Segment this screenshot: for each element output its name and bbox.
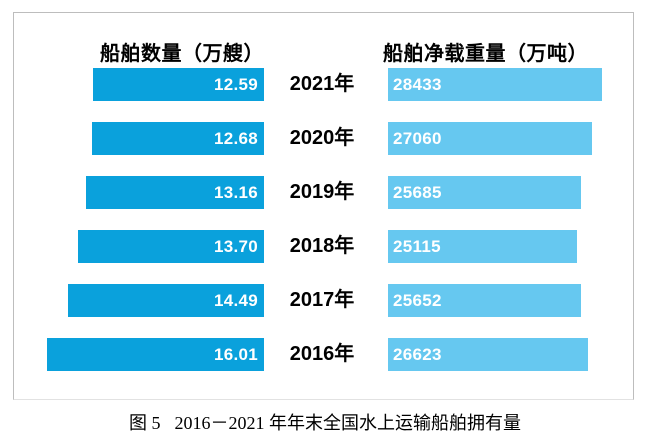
year-label: 2018年 — [289, 235, 355, 257]
figure-caption: 图 5 2016－2021 年年末全国水上运输船舶拥有量 — [0, 409, 650, 435]
left-bar-value: 16.01 — [213, 345, 258, 364]
right-bar-value: 25115 — [393, 237, 441, 256]
chart-row: 12.68 2020年 27060 — [14, 122, 633, 155]
chart-row: 12.59 2021年 28433 — [14, 68, 633, 101]
left-bar: 12.59 — [93, 68, 264, 101]
chart-panel: 船舶数量（万艘） 船舶净载重量（万吨） 12.59 2021年 28433 12… — [13, 12, 634, 400]
left-bar: 13.70 — [78, 230, 264, 263]
year-label: 2021年 — [289, 73, 355, 95]
right-bar-value: 25685 — [393, 183, 442, 202]
figure-number: 图 5 — [129, 413, 161, 433]
right-bar: 28433 — [388, 68, 602, 101]
left-bar-value: 13.16 — [213, 183, 258, 202]
right-bar: 27060 — [388, 122, 592, 155]
left-bar: 13.16 — [85, 176, 264, 209]
right-bar-value: 27060 — [393, 129, 442, 148]
right-bar: 25115 — [388, 230, 577, 263]
left-bar-value: 14.49 — [213, 291, 258, 310]
year-label: 2020年 — [289, 127, 355, 149]
left-bar: 12.68 — [92, 122, 264, 155]
left-series-header: 船舶数量（万艘） — [100, 43, 264, 65]
left-bar-value: 12.59 — [213, 75, 258, 94]
right-bar-value: 25652 — [393, 291, 442, 310]
figure-title: 2016－2021 年年末全国水上运输船舶拥有量 — [174, 413, 522, 433]
year-label: 2016年 — [289, 343, 355, 365]
chart-row: 16.01 2016年 26623 — [14, 338, 633, 371]
chart-row: 13.16 2019年 25685 — [14, 176, 633, 209]
chart-row: 13.70 2018年 25115 — [14, 230, 633, 263]
year-label: 2017年 — [289, 289, 355, 311]
right-bar: 26623 — [388, 338, 589, 371]
left-bar-value: 12.68 — [213, 129, 258, 148]
chart-row: 14.49 2017年 25652 — [14, 284, 633, 317]
left-bar-value: 13.70 — [213, 237, 258, 256]
left-bar: 16.01 — [47, 338, 264, 371]
right-bar-value: 26623 — [393, 345, 442, 364]
right-bar: 25685 — [388, 176, 582, 209]
left-bar: 14.49 — [67, 284, 264, 317]
right-bar-value: 28433 — [393, 75, 442, 94]
year-label: 2019年 — [289, 181, 355, 203]
right-bar: 25652 — [388, 284, 582, 317]
right-series-header: 船舶净载重量（万吨） — [383, 43, 588, 65]
